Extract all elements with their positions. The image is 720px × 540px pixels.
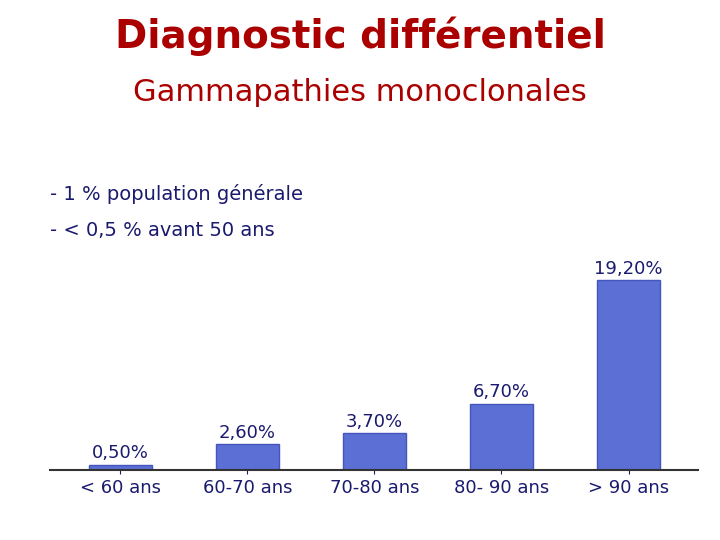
Text: Diagnostic différentiel: Diagnostic différentiel (114, 16, 606, 56)
Text: 6,70%: 6,70% (473, 383, 530, 401)
Bar (469, 404, 534, 470)
Bar (343, 433, 406, 470)
Text: 0,50%: 0,50% (92, 444, 149, 462)
Text: 3,70%: 3,70% (346, 413, 403, 431)
Text: 19,20%: 19,20% (594, 260, 663, 278)
Text: Gammapathies monoclonales: Gammapathies monoclonales (133, 78, 587, 107)
Bar (215, 444, 279, 470)
Text: - < 0,5 % avant 50 ans: - < 0,5 % avant 50 ans (50, 221, 275, 240)
Bar (597, 280, 660, 470)
Text: - 1 % population générale: - 1 % population générale (50, 184, 303, 204)
Text: 2,60%: 2,60% (219, 424, 276, 442)
Bar (89, 465, 152, 470)
